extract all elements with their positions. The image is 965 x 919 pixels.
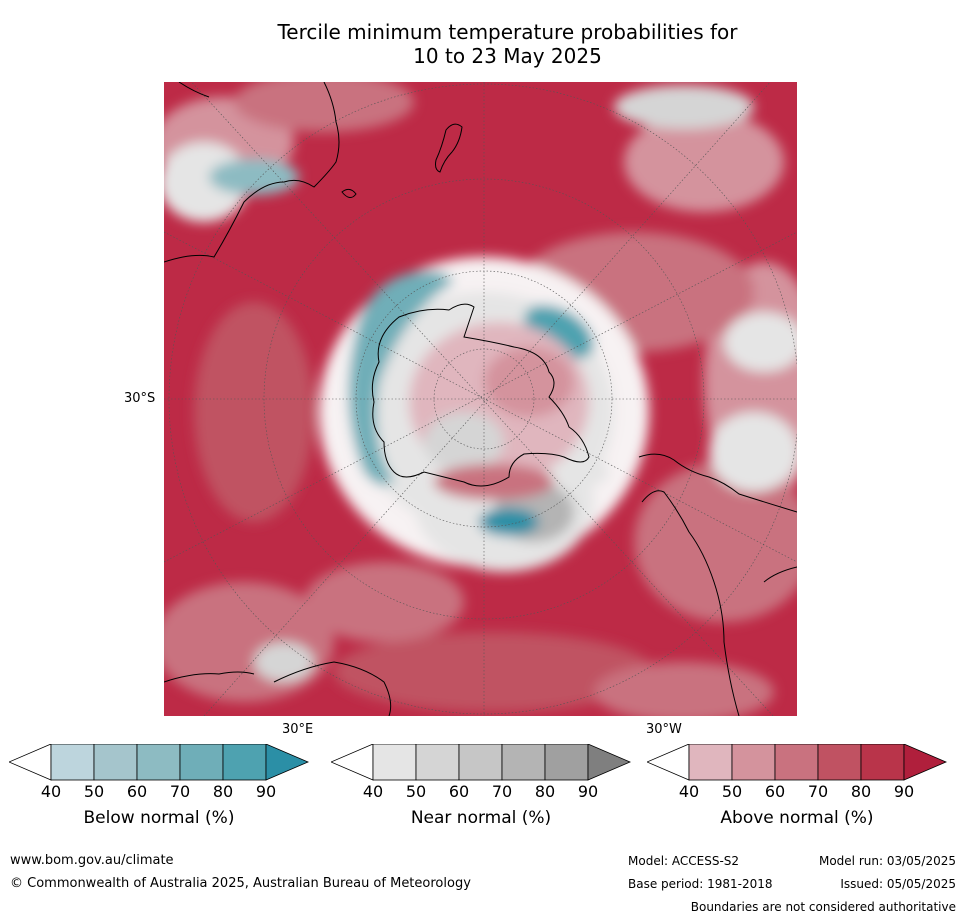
colorbar-below-swatches: [9, 744, 309, 781]
colorbar-tick-label: 90: [577, 782, 599, 801]
colorbar-tick-label: 50: [405, 782, 427, 801]
chart-title: Tercile minimum temperature probabilitie…: [140, 20, 875, 68]
colorbar-swatch: [501, 744, 546, 781]
colorbar-tick-label: 50: [721, 782, 743, 801]
footer-model-run: Model run: 03/05/2025: [818, 854, 956, 868]
colorbar-near-swatches: [331, 744, 631, 781]
colorbar-above-normal: 40 50 60 70 80 90 Above normal (%): [647, 744, 947, 864]
colorbar-below-ticks: 40 50 60 70 80 90: [9, 782, 309, 802]
colorbar-swatch: [415, 744, 460, 781]
colorbar-tick-label: 90: [893, 782, 915, 801]
lon-label-30e: 30°E: [282, 722, 314, 737]
coastlines: [164, 82, 797, 716]
colorbar-high-extension: [265, 744, 309, 781]
colorbar-near-normal: 40 50 60 70 80 90 Near normal (%): [331, 744, 631, 864]
footer-copyright: © Commonwealth of Australia 2025, Austra…: [10, 876, 471, 891]
colorbar-above-ticks: 40 50 60 70 80 90: [647, 782, 947, 802]
colorbar-tick-label: 40: [678, 782, 700, 801]
colorbar-above-label: Above normal (%): [720, 808, 874, 828]
lon-label-30w: 30°W: [646, 722, 682, 737]
colorbar-tick-label: 60: [126, 782, 148, 801]
title-line-1: Tercile minimum temperature probabilitie…: [277, 20, 738, 44]
colorbar-tick-label: 90: [255, 782, 277, 801]
graticule: [164, 82, 797, 716]
colorbar-swatch: [222, 744, 267, 781]
footer-url[interactable]: www.bom.gov.au/climate: [10, 853, 174, 868]
colorbar-high-extension: [587, 744, 631, 781]
probability-map: [164, 82, 797, 716]
colorbar-tick-label: 80: [850, 782, 872, 801]
colorbar-tick-label: 70: [491, 782, 513, 801]
colorbar-low-extension: [9, 744, 52, 781]
colorbar-swatch: [731, 744, 776, 781]
colorbar-tick-label: 80: [534, 782, 556, 801]
colorbar-swatch: [136, 744, 181, 781]
probability-field: [164, 82, 797, 716]
colorbar-above-swatches: [647, 744, 947, 781]
colorbar-tick-label: 60: [448, 782, 470, 801]
colorbar-swatch: [544, 744, 589, 781]
colorbar-tick-label: 80: [212, 782, 234, 801]
colorbar-tick-label: 40: [362, 782, 384, 801]
colorbar-high-extension: [903, 744, 947, 781]
colorbar-swatch: [688, 744, 733, 781]
colorbar-low-extension: [647, 744, 690, 781]
map-svg: [164, 82, 797, 716]
footer-model: Model: ACCESS-S2: [628, 854, 740, 868]
lat-label-30s: 30°S: [124, 391, 156, 406]
footer-issued: Issued: 05/05/2025: [840, 877, 956, 891]
colorbar-tick-label: 40: [40, 782, 62, 801]
colorbar-swatch: [817, 744, 862, 781]
colorbar-swatch: [860, 744, 905, 781]
colorbar-tick-label: 70: [169, 782, 191, 801]
footer-base-period: Base period: 1981-2018: [628, 877, 773, 891]
colorbar-below-normal: 40 50 60 70 80 90 Below normal (%): [9, 744, 309, 864]
colorbar-swatch: [458, 744, 503, 781]
colorbar-swatch: [774, 744, 819, 781]
colorbar-swatch: [50, 744, 95, 781]
colorbar-near-ticks: 40 50 60 70 80 90: [331, 782, 631, 802]
title-line-2: 10 to 23 May 2025: [413, 44, 602, 68]
colorbar-tick-label: 60: [764, 782, 786, 801]
colorbar-tick-label: 70: [807, 782, 829, 801]
colorbar-low-extension: [331, 744, 374, 781]
colorbar-swatch: [372, 744, 417, 781]
colorbar-swatch: [93, 744, 138, 781]
colorbar-below-label: Below normal (%): [83, 808, 235, 828]
footer-disclaimer: Boundaries are not considered authoritat…: [690, 900, 956, 914]
colorbar-swatch: [179, 744, 224, 781]
colorbar-tick-label: 50: [83, 782, 105, 801]
colorbar-near-label: Near normal (%): [410, 808, 552, 828]
